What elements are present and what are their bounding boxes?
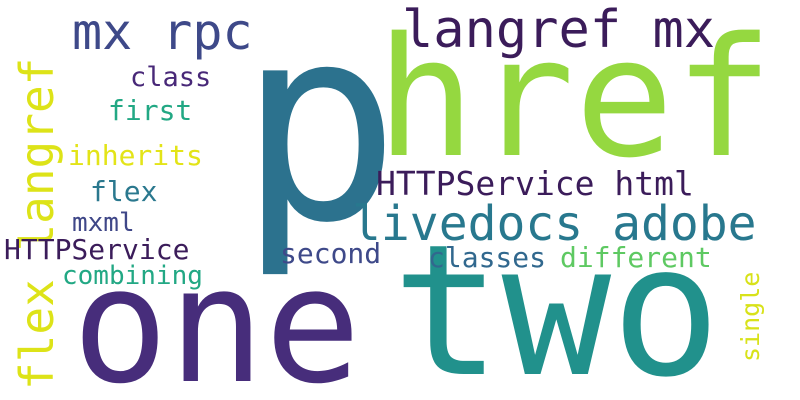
word-mx-rpc: mx rpc	[72, 3, 253, 61]
word-flex: flex	[90, 175, 158, 208]
word-class: class	[130, 62, 212, 93]
word-livedocs-adobe: livedocs adobe	[352, 196, 757, 252]
word-mxml: mxml	[72, 208, 135, 238]
word-single: single	[736, 271, 765, 362]
word-inherits: inherits	[68, 139, 203, 172]
word-second: second	[280, 237, 382, 270]
word-two: two	[392, 205, 721, 400]
word-one: one	[72, 232, 361, 400]
word-classes: classes	[428, 241, 547, 274]
word-first: first	[108, 94, 193, 127]
word-different: different	[560, 241, 712, 274]
word-combining: combining	[62, 261, 203, 291]
word-httpservice: HTTPService	[4, 233, 190, 266]
word-flex-langref: flex langref	[10, 57, 64, 390]
word-href: href	[376, 2, 774, 194]
word-p: p	[238, 0, 401, 282]
word-httpservice-html: HTTPService html	[376, 164, 694, 203]
word-langref-mx: langref mx	[402, 0, 716, 60]
